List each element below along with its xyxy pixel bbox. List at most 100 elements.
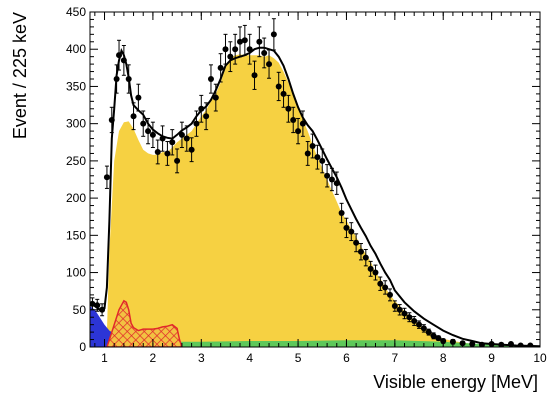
data-point (116, 39, 123, 71)
data-point-marker (217, 64, 224, 71)
data-point-marker (135, 94, 142, 101)
data-point (188, 137, 195, 163)
data-point (285, 94, 292, 123)
data-point-marker (449, 338, 456, 345)
data-point (270, 18, 277, 51)
data-point (227, 41, 234, 73)
data-point (343, 217, 350, 239)
data-point (362, 248, 369, 267)
data-point-marker (222, 46, 229, 53)
data-point-marker (227, 53, 234, 60)
data-point (178, 121, 185, 148)
y-tick-label: 250 (66, 154, 86, 168)
data-point (140, 110, 147, 137)
data-point (338, 202, 345, 224)
data-point (174, 148, 181, 174)
y-tick-label: 200 (66, 191, 86, 205)
data-point-marker (174, 157, 181, 164)
data-point-marker (251, 72, 258, 79)
data-point (241, 24, 248, 56)
y-tick-label: 150 (66, 228, 86, 242)
data-point (295, 117, 302, 145)
data-point (430, 332, 437, 340)
data-point (94, 298, 101, 312)
data-point-marker (348, 228, 355, 235)
data-point-marker (353, 239, 360, 246)
data-point-marker (261, 49, 268, 56)
data-point (203, 102, 210, 131)
data-point-marker (319, 157, 326, 164)
data-point-marker (237, 38, 243, 45)
data-point (401, 307, 408, 320)
x-tick-label: 8 (440, 351, 447, 365)
data-point (387, 288, 393, 302)
data-point (420, 324, 427, 333)
data-point-marker (212, 94, 219, 101)
data-point (130, 102, 137, 131)
x-tick-label: 7 (391, 351, 398, 365)
data-point-marker (169, 139, 176, 146)
data-point (353, 233, 360, 253)
data-point-marker (178, 131, 185, 138)
x-tick-label: 5 (295, 351, 302, 365)
data-point (372, 264, 379, 281)
data-point (103, 165, 110, 189)
data-point-marker (425, 329, 432, 336)
plot-areas (90, 54, 540, 347)
data-point-marker (391, 303, 398, 310)
data-point-marker (382, 284, 389, 291)
data-point-marker (266, 61, 273, 68)
data-point-marker (203, 113, 210, 120)
data-point-marker (435, 335, 442, 342)
data-point-marker (246, 46, 253, 53)
data-point-marker (372, 269, 379, 276)
data-point-marker (314, 154, 321, 161)
x-tick-label: 6 (343, 351, 350, 365)
area-red-hatched (106, 299, 183, 347)
data-point (169, 129, 176, 156)
data-point-marker (275, 83, 282, 90)
y-axis-title: Event / 225 keV (10, 12, 30, 139)
data-point (120, 45, 127, 76)
data-point (324, 164, 331, 188)
x-axis-title: Visible energy [MeV] (373, 372, 538, 392)
data-point-marker (362, 254, 369, 261)
data-point (125, 64, 132, 94)
x-tick-label: 2 (150, 351, 157, 365)
y-tick-label: 450 (66, 5, 86, 19)
data-point (435, 335, 442, 342)
data-point-marker (256, 38, 263, 45)
data-point (222, 33, 229, 65)
data-points-group (90, 18, 534, 347)
data-point-marker (270, 31, 277, 38)
y-tick-label: 300 (66, 117, 86, 131)
data-point-marker (140, 120, 147, 127)
data-point-marker (125, 76, 132, 82)
data-point (367, 260, 374, 277)
x-tick-label: 1 (101, 351, 108, 365)
data-point (237, 26, 243, 58)
data-point (411, 315, 418, 326)
data-point (377, 276, 384, 291)
x-tick-label: 3 (198, 351, 205, 365)
data-point (290, 106, 297, 134)
data-point-marker (309, 143, 316, 149)
data-point-marker (108, 116, 115, 123)
fit-line-group (90, 46, 540, 347)
data-point (357, 243, 364, 261)
data-point-marker (357, 248, 364, 255)
data-point (183, 125, 190, 152)
data-point (251, 60, 258, 90)
data-point-marker (198, 105, 205, 112)
data-point-marker (183, 135, 190, 142)
data-point-marker (367, 265, 374, 272)
data-point (299, 110, 306, 137)
data-point (328, 167, 335, 192)
data-point (149, 121, 156, 148)
data-point (193, 110, 200, 137)
data-point (108, 106, 115, 134)
data-point (391, 300, 398, 312)
data-point (232, 33, 239, 65)
data-point (261, 37, 268, 69)
